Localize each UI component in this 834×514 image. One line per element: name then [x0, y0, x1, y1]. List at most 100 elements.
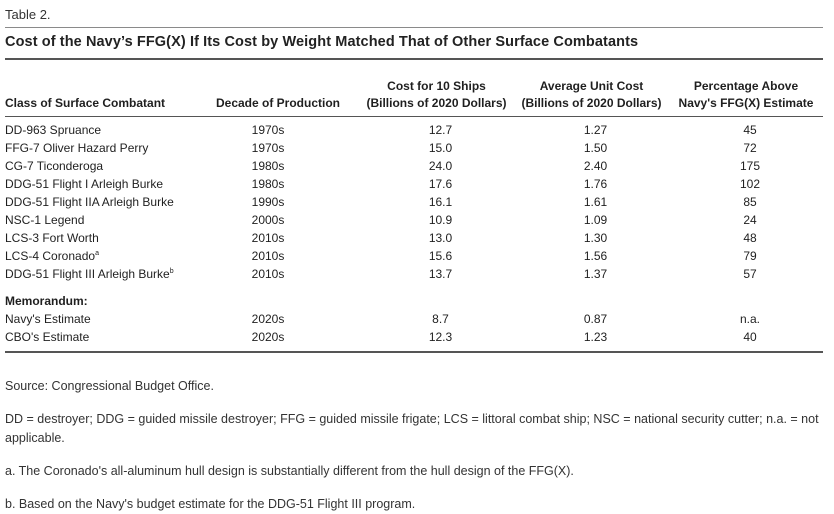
decade-cell: 2010s	[251, 267, 285, 281]
header-decade-label: Decade of Production	[215, 96, 340, 110]
percentage-cell: 102	[739, 177, 761, 191]
unit-cost-cell: 1.61	[583, 195, 608, 209]
class-name-cell: LCS-4 Coronadoa	[5, 247, 197, 265]
cost-cell: 24.0	[428, 159, 453, 173]
header-pct-line2: Navy's FFG(X) Estimate	[678, 96, 814, 110]
decade-cell: 2020s	[251, 330, 285, 344]
footnote-b: b. Based on the Navy's budget estimate f…	[5, 497, 416, 511]
class-name-cell: Navy's Estimate	[5, 312, 91, 326]
decade-cell: 1980s	[251, 177, 285, 191]
table-row: NSC-1 Legend 2000s 10.9 1.09 24	[5, 211, 823, 229]
table-row: LCS-4 Coronadoa 2010s 15.6 1.56 79	[5, 247, 823, 265]
header-unit: Average Unit Cost (Billions of 2020 Doll…	[514, 60, 669, 117]
header-pct: Percentage Above Navy's FFG(X) Estimate	[669, 60, 823, 117]
percentage-cell: 48	[743, 231, 757, 245]
decade-cell: 1970s	[251, 141, 285, 155]
class-name: DDG-51 Flight III Arleigh Burke	[5, 267, 170, 281]
table-title: Cost of the Navy’s FFG(X) If Its Cost by…	[5, 34, 639, 50]
unit-cost-cell: 0.87	[583, 312, 608, 326]
table-figure: Table 2. Cost of the Navy’s FFG(X) If It…	[5, 0, 823, 514]
source-note: Source: Congressional Budget Office.	[5, 379, 214, 393]
header-decade: Decade of Production	[197, 60, 359, 117]
class-name: LCS-3 Fort Worth	[5, 231, 99, 245]
class-name-cell: LCS-3 Fort Worth	[5, 229, 197, 247]
memorandum-label: Memorandum:	[5, 294, 88, 308]
class-name-cell: DDG-51 Flight I Arleigh Burke	[5, 175, 197, 193]
percentage-cell: n.a.	[739, 312, 760, 326]
table-row: CG-7 Ticonderoga 1980s 24.0 2.40 175	[5, 157, 823, 175]
decade-cell: 2000s	[251, 213, 285, 227]
unit-cost-cell: 1.09	[583, 213, 608, 227]
unit-cost-cell: 2.40	[583, 159, 608, 173]
top-divider	[5, 27, 823, 28]
memo-table-row: CBO's Estimate 2020s 12.3 1.23 40	[5, 328, 823, 351]
table-row: LCS-3 Fort Worth 2010s 13.0 1.30 48	[5, 229, 823, 247]
header-unit-line1: Average Unit Cost	[539, 79, 644, 93]
cost-cell: 12.7	[428, 123, 453, 137]
class-name-cell: DDG-51 Flight IIA Arleigh Burke	[5, 193, 197, 211]
table-body: DD-963 Spruance 1970s 12.7 1.27 45 FFG-7 Oliv…	[5, 117, 823, 352]
header-pct-line1: Percentage Above	[693, 79, 799, 93]
table-row: DD-963 Spruance 1970s 12.7 1.27 45	[5, 117, 823, 140]
class-name-cell: CG-7 Ticonderoga	[5, 157, 197, 175]
table-bottom-divider	[5, 351, 823, 353]
decade-cell: 1970s	[251, 123, 285, 137]
title-divider	[5, 58, 823, 60]
cost-table: Class of Surface Combatant Decade of Pro…	[5, 60, 823, 351]
memo-table-row: Navy's Estimate 2020s 8.7 0.87 n.a.	[5, 310, 823, 328]
cost-cell: 13.0	[428, 231, 453, 245]
class-name-cell: NSC-1 Legend	[5, 211, 197, 229]
decade-cell: 2010s	[251, 249, 285, 263]
abbreviations-note: DD = destroyer; DDG = guided missile des…	[5, 412, 819, 445]
class-name: CG-7 Ticonderoga	[5, 159, 104, 173]
decade-cell: 2010s	[251, 231, 285, 245]
percentage-cell: 24	[743, 213, 757, 227]
class-name: DDG-51 Flight IIA Arleigh Burke	[5, 195, 174, 209]
cost-cell: 15.6	[428, 249, 453, 263]
cost-cell: 17.6	[428, 177, 453, 191]
cost-cell: 15.0	[428, 141, 453, 155]
header-unit-line2: (Billions of 2020 Dollars)	[521, 96, 662, 110]
cost-cell: 13.7	[428, 267, 453, 281]
table-label: Table 2.	[5, 7, 51, 22]
class-name: NSC-1 Legend	[5, 213, 85, 227]
class-name: FFG-7 Oliver Hazard Perry	[5, 141, 149, 155]
header-cost-line1: Cost for 10 Ships	[387, 79, 486, 93]
class-name-cell: DD-963 Spruance	[5, 117, 197, 140]
unit-cost-cell: 1.50	[583, 141, 608, 155]
percentage-cell: 79	[743, 249, 757, 263]
decade-cell: 1980s	[251, 159, 285, 173]
header-class: Class of Surface Combatant	[5, 96, 166, 110]
unit-cost-cell: 1.23	[583, 330, 608, 344]
decade-cell: 1990s	[251, 195, 285, 209]
table-row: DDG-51 Flight III Arleigh Burkeb 2010s 13.…	[5, 265, 823, 283]
percentage-cell: 72	[743, 141, 757, 155]
footnote-marker: b	[169, 268, 174, 275]
cost-cell: 8.7	[432, 312, 449, 326]
cost-cell: 10.9	[428, 213, 453, 227]
unit-cost-cell: 1.76	[583, 177, 608, 191]
unit-cost-cell: 1.56	[583, 249, 608, 263]
table-row: DDG-51 Flight IIA Arleigh Burke 1990s 16.1…	[5, 193, 823, 211]
class-name-cell: CBO's Estimate	[5, 330, 90, 344]
unit-cost-cell: 1.30	[583, 231, 608, 245]
class-name: LCS-4 Coronado	[5, 249, 96, 263]
cost-cell: 12.3	[428, 330, 453, 344]
header-row: Class of Surface Combatant Decade of Pro…	[5, 60, 823, 117]
unit-cost-cell: 1.27	[583, 123, 608, 137]
table-row: FFG-7 Oliver Hazard Perry 1970s 15.0 1.50 72	[5, 139, 823, 157]
percentage-cell: 57	[743, 267, 757, 281]
percentage-cell: 40	[743, 330, 757, 344]
percentage-cell: 45	[743, 123, 757, 137]
memorandum-row: Memorandum:	[5, 283, 823, 310]
class-name-cell: FFG-7 Oliver Hazard Perry	[5, 139, 197, 157]
percentage-cell: 85	[743, 195, 757, 209]
footnote-a: a. The Coronado's all-aluminum hull desi…	[5, 464, 574, 478]
footnote-marker: a	[95, 250, 99, 257]
class-name: DD-963 Spruance	[5, 123, 102, 137]
header-cost: Cost for 10 Ships (Billions of 2020 Doll…	[359, 60, 514, 117]
cost-cell: 16.1	[428, 195, 453, 209]
decade-cell: 2020s	[251, 312, 285, 326]
class-name: DDG-51 Flight I Arleigh Burke	[5, 177, 164, 191]
table-row: DDG-51 Flight I Arleigh Burke 1980s 17.6 1.…	[5, 175, 823, 193]
